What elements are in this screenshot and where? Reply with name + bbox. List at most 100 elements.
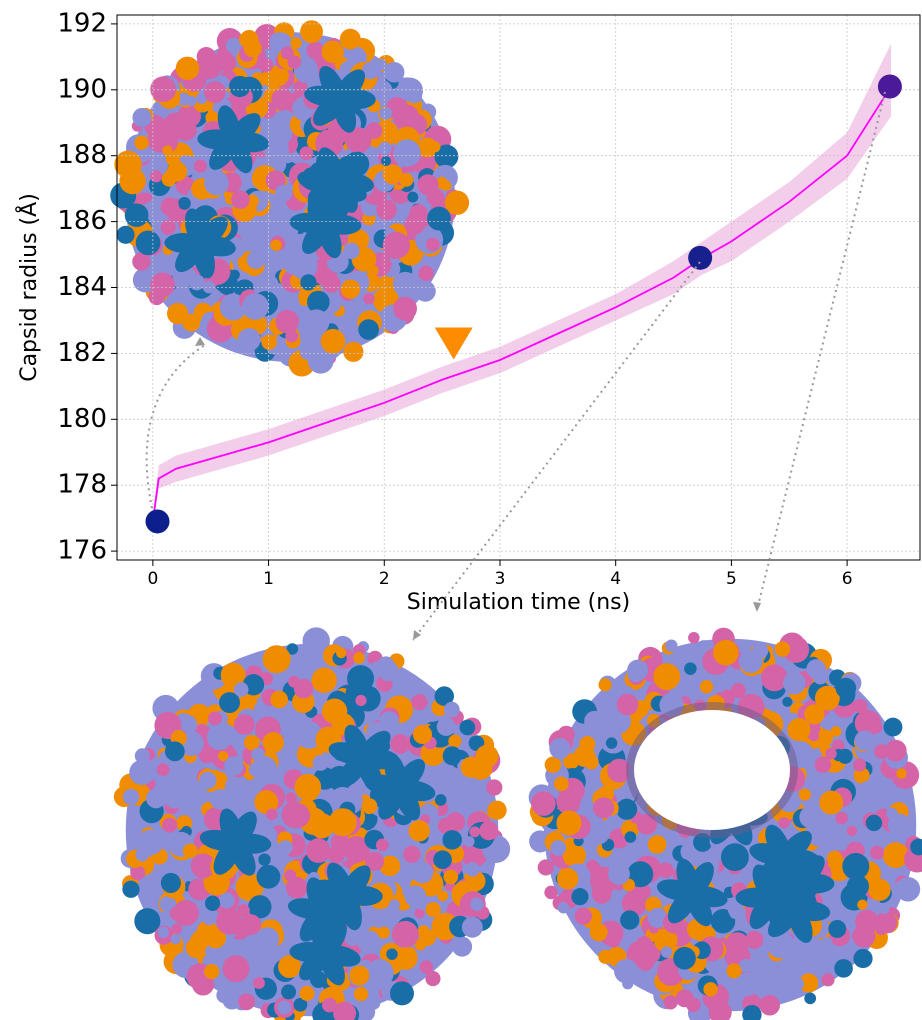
capsid-blob (286, 643, 299, 655)
capsid-blob (870, 845, 885, 860)
capsid-blob (254, 790, 279, 814)
capsid-blob (339, 28, 361, 50)
capsid-blob (854, 804, 866, 816)
capsid-blob (745, 930, 764, 949)
capsid-blob (204, 170, 229, 196)
capsid-blob (556, 810, 582, 836)
capsid-blob (160, 219, 176, 235)
capsid-blob (725, 932, 750, 956)
capsid-blob (300, 20, 323, 44)
capsid-blob (157, 926, 169, 938)
capsid-blob (718, 975, 730, 987)
capsid-blob (487, 800, 507, 820)
capsid-blob (742, 1005, 762, 1020)
capsid-blob (270, 239, 282, 251)
capsid-blob (884, 739, 907, 762)
capsid-blob (238, 993, 255, 1011)
capsid-blob (720, 843, 749, 872)
capsid-blob (285, 803, 311, 828)
capsid-blob (393, 139, 421, 167)
capsid-blob (816, 729, 834, 746)
capsid-blob (122, 880, 140, 898)
capsid-blob (160, 872, 181, 893)
capsid-blob (774, 641, 791, 657)
capsid-blob (879, 903, 890, 914)
y-tick-label: 180 (57, 404, 107, 434)
capsid-blob (846, 875, 869, 898)
capsid-blob (285, 876, 308, 899)
capsid-blob (327, 846, 345, 864)
capsid-blob (388, 899, 400, 911)
capsid-blob (255, 927, 280, 951)
x-tick-label: 5 (726, 569, 737, 589)
capsid-blob (605, 737, 618, 749)
arrowhead (753, 602, 761, 612)
capsid-blob (175, 56, 200, 81)
capsid-blob (434, 144, 459, 169)
capsid-blob (425, 970, 441, 987)
capsid-blob (116, 225, 135, 244)
y-tick-label: 182 (57, 338, 107, 368)
capsid-blob (419, 960, 434, 974)
capsid-blob (261, 334, 277, 350)
capsid-blob (285, 792, 297, 804)
capsid-blob (160, 197, 180, 216)
capsid-blob (910, 838, 922, 856)
capsid (528, 627, 922, 1020)
capsid-blob (429, 141, 441, 153)
capsid-blob (729, 907, 741, 919)
capsid-blob (170, 933, 181, 945)
x-tick-label: 0 (147, 569, 158, 589)
capsid-blob (343, 242, 360, 260)
capsid-blob (379, 106, 393, 120)
capsid-blob (185, 938, 206, 959)
capsid-blob (463, 836, 475, 847)
series-line (151, 86, 892, 522)
capsid-blob (182, 313, 201, 332)
capsid-blob (403, 845, 421, 864)
capsid-blob (290, 37, 302, 49)
capsid-blob (799, 973, 819, 993)
capsid-blob (419, 929, 436, 946)
capsid-blob (322, 997, 337, 1013)
capsid-blob (343, 341, 364, 362)
capsid-blob (293, 997, 308, 1012)
capsid-blob (605, 932, 621, 948)
capsid-blob (355, 694, 367, 707)
capsid-blob (425, 901, 441, 918)
capsid-blob (302, 627, 330, 655)
capsid-blob (262, 645, 291, 674)
capsid-blob (132, 107, 152, 128)
capsid-blob (614, 958, 639, 984)
capsid-blob (418, 265, 434, 282)
capsid-blob (825, 747, 837, 760)
capsid-blob (804, 704, 825, 725)
capsid-blob (549, 737, 571, 760)
capsid-blob (290, 252, 318, 280)
capsid-blob (233, 682, 249, 697)
x-tick-label: 1 (263, 569, 274, 589)
x-tick-label: 4 (610, 569, 621, 589)
capsid-blob (759, 994, 780, 1016)
capsid-blob (150, 170, 163, 183)
capsid-blob (465, 862, 480, 877)
capsid-illustrations (110, 20, 922, 1020)
capsid-blob (778, 817, 790, 829)
capsid-blob (710, 909, 736, 934)
capsid-blob (376, 199, 397, 221)
capsid-blob (639, 942, 661, 964)
capsid-blob (168, 156, 181, 169)
capsid-blob (853, 767, 870, 784)
y-tick-label: 190 (57, 74, 107, 104)
capsid-blob (574, 907, 592, 925)
capsid-blob (782, 671, 806, 695)
capsid-blob (224, 756, 244, 776)
capsid-blob (382, 231, 410, 260)
capsid-blob (665, 639, 678, 652)
capsid-blob (381, 155, 392, 166)
capsid-blob (806, 823, 830, 847)
capsid-blob (312, 754, 329, 771)
capsid-blob (616, 693, 639, 716)
capsid-blob (336, 647, 347, 659)
